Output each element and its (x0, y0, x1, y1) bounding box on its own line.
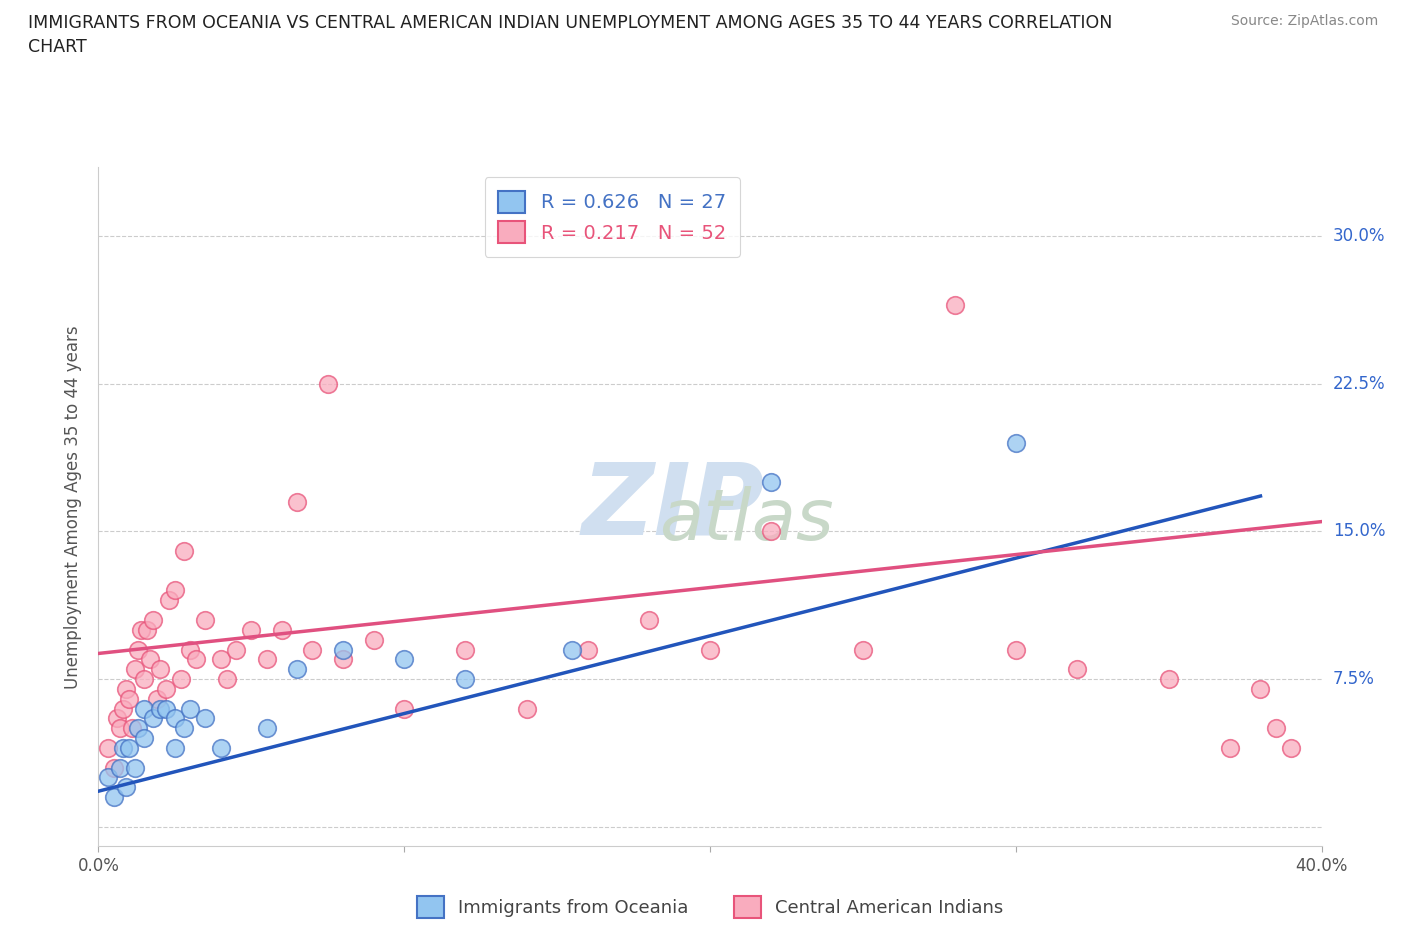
Point (1219, 740, 1241, 755)
Point (121, 721, 143, 736)
Text: 7.5%: 7.5% (1333, 670, 1375, 688)
Point (136, 622, 159, 637)
Point (332, 642, 354, 657)
Point (105, 711, 128, 725)
Point (256, 652, 278, 667)
Point (111, 701, 134, 716)
Legend: Immigrants from Oceania, Central American Indians: Immigrants from Oceania, Central America… (409, 889, 1011, 925)
Point (637, 613, 661, 628)
Point (111, 740, 134, 755)
Point (142, 613, 165, 628)
Text: ZIP: ZIP (582, 458, 765, 555)
Point (115, 780, 138, 795)
Point (142, 711, 165, 725)
Point (124, 760, 146, 775)
Point (173, 544, 195, 559)
Point (943, 298, 966, 312)
Point (285, 662, 308, 677)
Point (270, 622, 292, 637)
Point (97, 740, 120, 755)
Text: Source: ZipAtlas.com: Source: ZipAtlas.com (1230, 14, 1378, 28)
Point (576, 642, 599, 657)
Point (301, 642, 323, 657)
Point (1157, 671, 1180, 686)
Point (163, 711, 186, 725)
Point (392, 652, 416, 667)
Point (454, 671, 477, 686)
Point (157, 593, 180, 608)
Text: IMMIGRANTS FROM OCEANIA VS CENTRAL AMERICAN INDIAN UNEMPLOYMENT AMONG AGES 35 TO: IMMIGRANTS FROM OCEANIA VS CENTRAL AMERI… (28, 14, 1112, 56)
Point (155, 682, 177, 697)
Point (363, 632, 385, 647)
Point (145, 691, 167, 706)
Point (108, 721, 131, 736)
Point (127, 721, 149, 736)
Point (103, 790, 125, 804)
Point (1066, 662, 1088, 677)
Point (118, 740, 141, 755)
Point (170, 671, 193, 686)
Point (103, 760, 125, 775)
Point (759, 524, 782, 538)
Point (186, 652, 208, 667)
Point (316, 377, 339, 392)
Point (285, 495, 308, 510)
Point (561, 642, 583, 657)
Point (215, 671, 238, 686)
Point (179, 642, 201, 657)
Point (127, 642, 149, 657)
Point (163, 583, 186, 598)
Point (1249, 682, 1271, 697)
Point (454, 642, 477, 657)
Point (1264, 721, 1286, 736)
Point (139, 652, 162, 667)
Point (118, 691, 141, 706)
Text: 30.0%: 30.0% (1333, 227, 1385, 246)
Text: 15.0%: 15.0% (1333, 523, 1385, 540)
Point (149, 662, 172, 677)
Point (163, 740, 186, 755)
Point (852, 642, 875, 657)
Text: 22.5%: 22.5% (1333, 375, 1385, 392)
Point (240, 622, 263, 637)
Point (194, 613, 217, 628)
Point (332, 652, 354, 667)
Point (209, 652, 232, 667)
Point (179, 701, 201, 716)
Point (115, 682, 138, 697)
Point (108, 760, 131, 775)
Point (225, 642, 247, 657)
Y-axis label: Unemployment Among Ages 35 to 44 years: Unemployment Among Ages 35 to 44 years (65, 326, 83, 688)
Point (516, 701, 538, 716)
Text: atlas: atlas (659, 486, 834, 555)
Point (256, 721, 278, 736)
Point (134, 701, 156, 716)
Point (759, 475, 782, 490)
Point (209, 740, 232, 755)
Point (155, 701, 177, 716)
Point (173, 721, 195, 736)
Point (149, 701, 172, 716)
Point (124, 662, 146, 677)
Point (194, 711, 217, 725)
Point (134, 731, 156, 746)
Point (97, 770, 120, 785)
Point (392, 701, 416, 716)
Point (1004, 435, 1026, 450)
Point (699, 642, 721, 657)
Point (1004, 642, 1026, 657)
Point (129, 622, 152, 637)
Point (1279, 740, 1302, 755)
Point (134, 671, 156, 686)
